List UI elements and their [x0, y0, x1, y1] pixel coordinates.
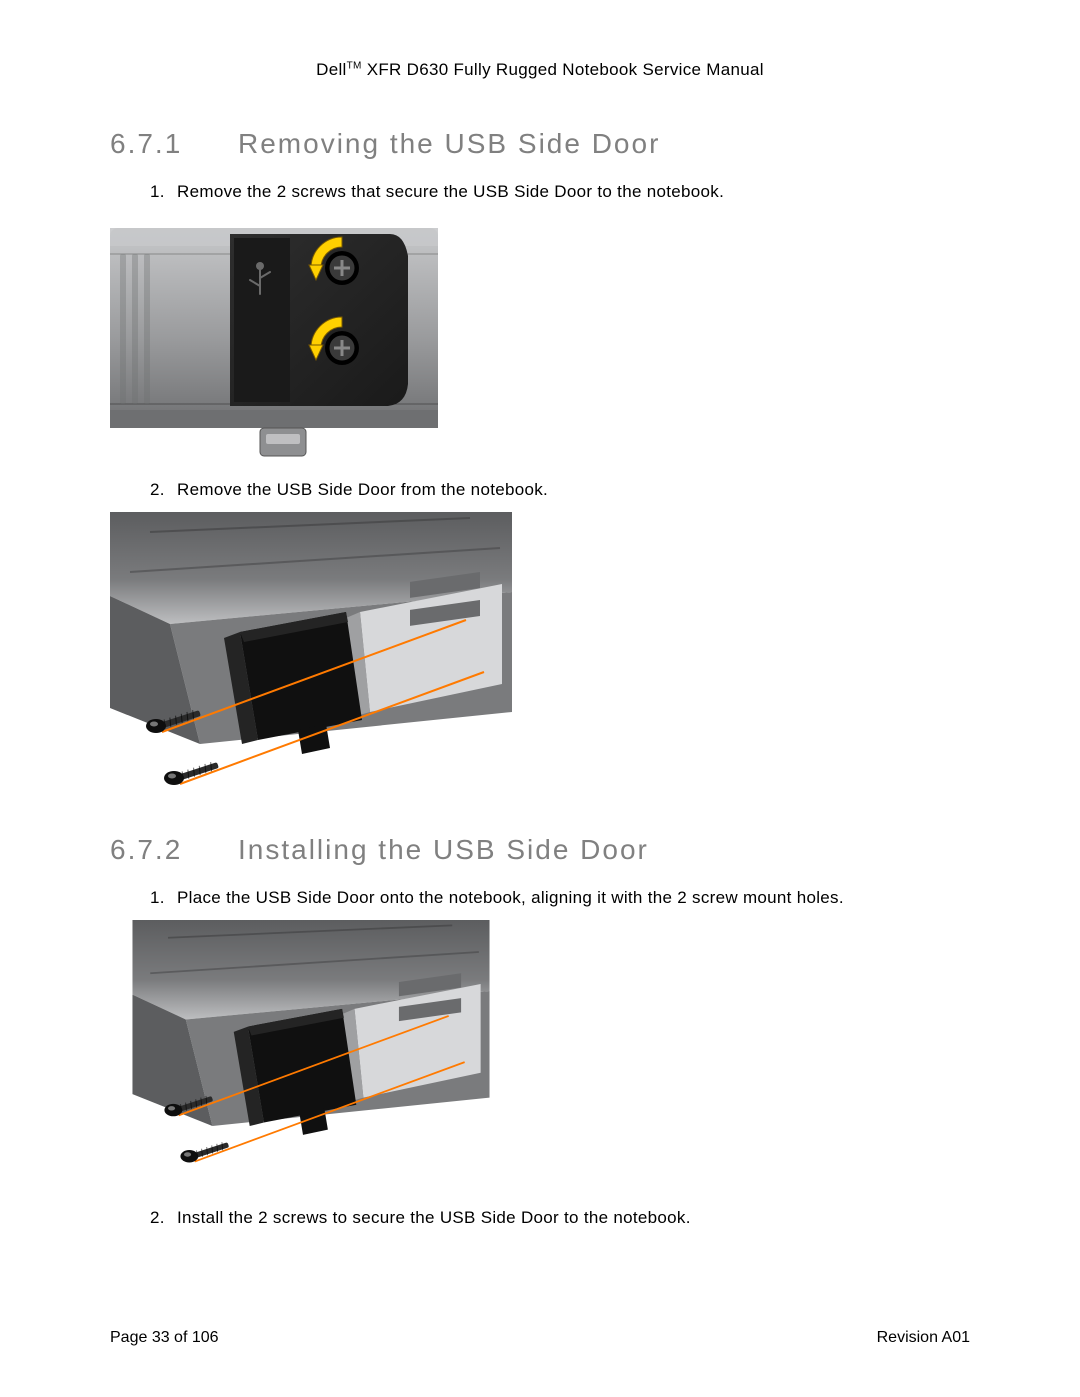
section-title: Removing the USB Side Door: [238, 128, 660, 160]
section-number: 6.7.1: [110, 128, 190, 160]
step-text: Install the 2 screws to secure the USB S…: [177, 1208, 691, 1227]
step-text: Place the USB Side Door onto the noteboo…: [177, 888, 844, 907]
step-install-screws: 2. Install the 2 screws to secure the US…: [150, 1208, 970, 1228]
section-title: Installing the USB Side Door: [238, 834, 649, 866]
step-number: 1.: [150, 888, 172, 908]
brand-name: Dell: [316, 60, 347, 79]
figure-remove-door: [110, 512, 970, 816]
step-number: 2.: [150, 1208, 172, 1228]
illustration-door-install: [110, 920, 512, 1190]
document-header: DellTM XFR D630 Fully Rugged Notebook Se…: [110, 60, 970, 80]
revision: Revision A01: [877, 1329, 970, 1347]
step-remove-screws: 1. Remove the 2 screws that secure the U…: [150, 182, 970, 202]
figure-install-door: [110, 920, 970, 1190]
section-heading-6-7-2: 6.7.2 Installing the USB Side Door: [110, 834, 970, 866]
figure-remove-screws: [110, 214, 970, 462]
page-footer: Page 33 of 106 Revision A01: [110, 1329, 970, 1347]
illustration-door-removal: [110, 512, 512, 816]
step-number: 2.: [150, 480, 172, 500]
manual-page: DellTM XFR D630 Fully Rugged Notebook Se…: [0, 0, 1080, 1397]
document-title: XFR D630 Fully Rugged Notebook Service M…: [362, 60, 764, 79]
section-number: 6.7.2: [110, 834, 190, 866]
illustration-screw-removal: [110, 214, 438, 462]
step-remove-door: 2. Remove the USB Side Door from the not…: [150, 480, 970, 500]
step-number: 1.: [150, 182, 172, 202]
section-heading-6-7-1: 6.7.1 Removing the USB Side Door: [110, 128, 970, 160]
step-place-door: 1. Place the USB Side Door onto the note…: [150, 888, 970, 908]
step-text: Remove the USB Side Door from the notebo…: [177, 480, 548, 499]
trademark: TM: [347, 60, 362, 71]
page-number: Page 33 of 106: [110, 1329, 219, 1347]
step-text: Remove the 2 screws that secure the USB …: [177, 182, 724, 201]
